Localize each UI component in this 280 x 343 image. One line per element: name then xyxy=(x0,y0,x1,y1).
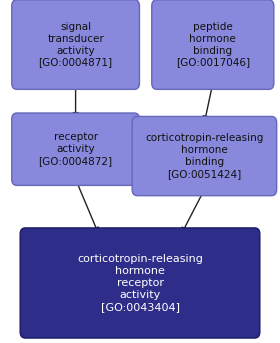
FancyBboxPatch shape xyxy=(152,0,274,90)
FancyBboxPatch shape xyxy=(12,0,139,90)
Text: corticotropin-releasing
hormone
receptor
activity
[GO:0043404]: corticotropin-releasing hormone receptor… xyxy=(77,254,203,312)
Text: receptor
activity
[GO:0004872]: receptor activity [GO:0004872] xyxy=(39,132,113,166)
FancyBboxPatch shape xyxy=(132,117,277,196)
Text: corticotropin-releasing
hormone
binding
[GO:0051424]: corticotropin-releasing hormone binding … xyxy=(145,133,263,179)
FancyBboxPatch shape xyxy=(20,228,260,338)
FancyBboxPatch shape xyxy=(12,113,139,186)
Text: signal
transducer
activity
[GO:0004871]: signal transducer activity [GO:0004871] xyxy=(39,22,113,68)
Text: peptide
hormone
binding
[GO:0017046]: peptide hormone binding [GO:0017046] xyxy=(176,22,250,68)
